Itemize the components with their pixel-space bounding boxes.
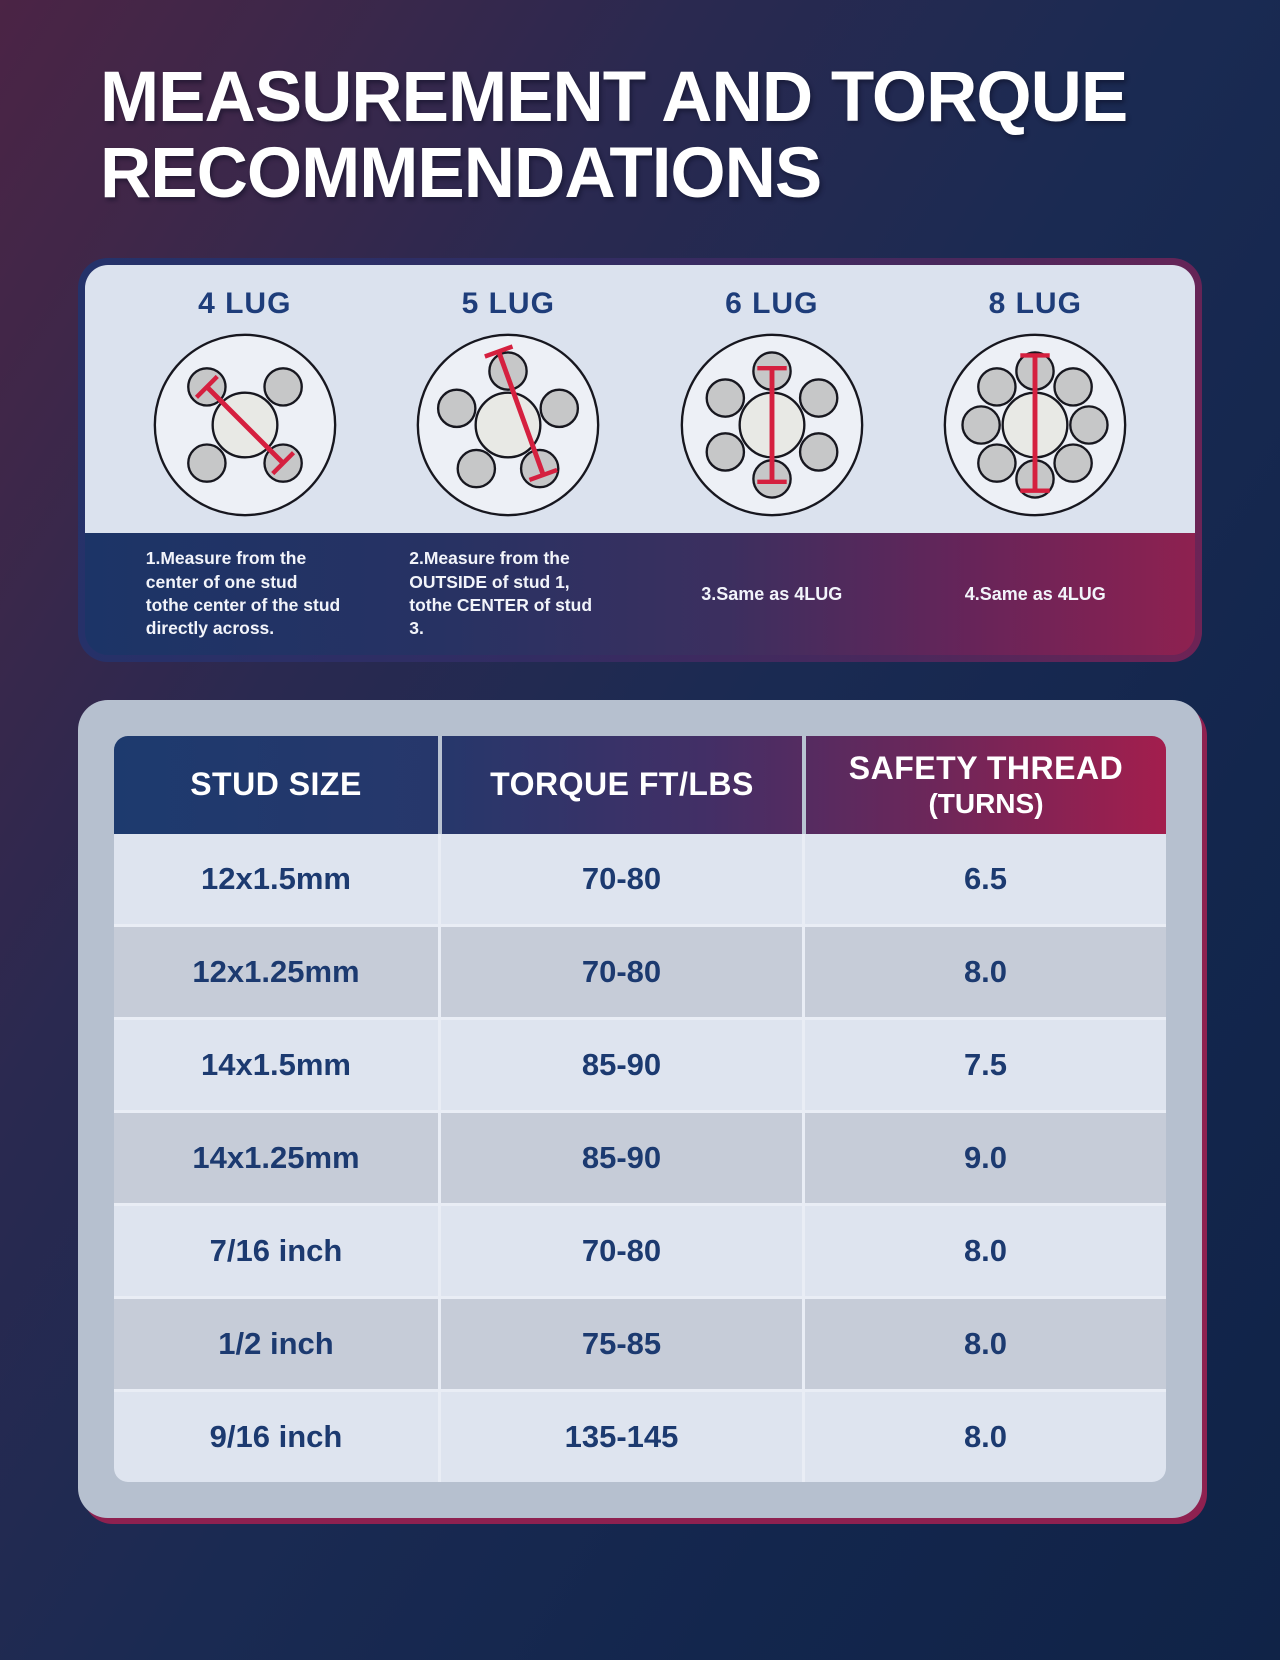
stud	[798, 432, 839, 472]
header-label: SAFETY THREAD	[848, 749, 1124, 786]
stud	[1053, 443, 1094, 483]
column-header-safety-thread: SAFETY THREAD (TURNS)	[802, 735, 1166, 834]
page-title-line1: MEASUREMENT AND TORQUE	[100, 58, 1128, 137]
safety-thread-cell: 8.0	[802, 1391, 1166, 1482]
infographic-page: MEASUREMENT AND TORQUE RECOMMENDATIONS 4…	[0, 60, 1280, 1518]
wheel-8-lug: 8 LUG	[904, 279, 1168, 523]
measurement-notes-band: 1.Measure from the center of one stud to…	[85, 532, 1195, 655]
measurement-note-text: 4.Same as 4LUG	[964, 583, 1106, 604]
torque-cell: 70-80	[438, 1205, 802, 1296]
wheel-6-lug: 6 LUG	[640, 279, 904, 523]
table-row: 12x1.25mm 70-80 8.0	[114, 923, 1166, 1017]
torque-table: STUD SIZE TORQUE FT/LBS SAFETY THREAD (TURN…	[114, 735, 1166, 1482]
safety-thread-cell: 6.5	[802, 833, 1166, 924]
table-header-row: STUD SIZE TORQUE FT/LBS SAFETY THREAD (TURN…	[114, 735, 1166, 834]
stud	[961, 405, 1002, 445]
lug-count-label: 5 LUG	[461, 286, 555, 320]
table-row: 14x1.5mm 85-90 7.5	[114, 1016, 1166, 1110]
stud	[705, 432, 745, 472]
table-row: 1/2 inch 75-85 8.0	[114, 1295, 1166, 1389]
6-lug-wheel-diagram	[680, 333, 864, 517]
torque-cell: 85-90	[438, 1019, 802, 1110]
lug-count-label: 8 LUG	[988, 286, 1082, 320]
page-title: MEASUREMENT AND TORQUE RECOMMENDATIONS	[100, 60, 1280, 212]
measurement-note-text: 1.Measure from the center of one stud to…	[145, 548, 341, 639]
stud-size-cell: 9/16 inch	[209, 1418, 343, 1454]
stud	[263, 367, 303, 407]
stud	[186, 443, 227, 483]
lug-count-label: 6 LUG	[725, 286, 819, 320]
safety-thread-cell: 8.0	[802, 1205, 1166, 1296]
stud-size-cell: 1/2 inch	[218, 1325, 334, 1361]
measurement-note-text: 3.Same as 4LUG	[701, 583, 843, 604]
measurement-note: 1.Measure from the center of one stud to…	[113, 533, 377, 655]
wheel-diagrams-row: 4 LUG 5 LUG 6 LUG 8 LUG	[85, 264, 1195, 533]
measure-tick	[270, 451, 295, 476]
safety-thread-cell: 8.0	[802, 926, 1166, 1017]
table-body: 12x1.5mm 70-80 6.5 12x1.25mm 70-80 8.0 14x1.5m…	[114, 833, 1166, 1482]
table-row: 7/16 inch 70-80 8.0	[114, 1202, 1166, 1296]
wheel-4-lug: 4 LUG	[113, 279, 377, 523]
stud	[705, 378, 745, 418]
safety-thread-cell: 9.0	[802, 1112, 1166, 1203]
measure-tick	[528, 467, 559, 482]
stud	[1053, 367, 1094, 407]
stud	[798, 378, 839, 418]
stud	[977, 443, 1017, 483]
stud	[456, 448, 497, 489]
stud	[1069, 405, 1109, 445]
measurement-note: 3.Same as 4LUG	[640, 533, 904, 655]
table-row: 12x1.5mm 70-80 6.5	[114, 833, 1166, 924]
safety-thread-cell: 7.5	[802, 1019, 1166, 1110]
stud	[977, 367, 1017, 407]
4-lug-wheel-diagram	[153, 333, 337, 517]
header-label: STUD SIZE	[190, 766, 362, 803]
measure-tick	[194, 374, 219, 399]
5-lug-wheel-diagram	[416, 333, 600, 517]
measurement-note-text: 2.Measure from the OUTSIDE of stud 1, to…	[409, 548, 593, 639]
measure-line	[496, 350, 546, 476]
measurement-note: 2.Measure from the OUTSIDE of stud 1, to…	[377, 533, 641, 655]
measure-tick	[484, 344, 514, 359]
table-row: 9/16 inch 135-145 8.0	[114, 1388, 1166, 1482]
8-lug-wheel-diagram	[943, 333, 1127, 517]
table-row: 14x1.25mm 85-90 9.0	[114, 1109, 1166, 1203]
column-header-stud-size: STUD SIZE	[114, 736, 438, 834]
lug-measurement-panel: 4 LUG 5 LUG 6 LUG 8 LUG 1.Measure from the …	[78, 257, 1202, 662]
measure-line	[204, 385, 285, 465]
stud-size-cell: 12x1.5mm	[201, 860, 351, 896]
torque-cell: 75-85	[438, 1298, 802, 1389]
torque-cell: 85-90	[438, 1112, 802, 1203]
page-title-line2: RECOMMENDATIONS	[100, 133, 822, 213]
stud	[539, 388, 580, 429]
stud-size-cell: 14x1.25mm	[192, 1139, 360, 1175]
column-header-torque: TORQUE FT/LBS	[438, 735, 802, 834]
wheel-5-lug: 5 LUG	[377, 279, 641, 523]
header-sub-label: (TURNS)	[928, 787, 1044, 819]
lug-count-label: 4 LUG	[198, 286, 292, 320]
safety-thread-cell: 8.0	[802, 1298, 1166, 1389]
torque-cell: 70-80	[438, 833, 802, 924]
measurement-note: 4.Same as 4LUG	[904, 533, 1168, 655]
header-label: TORQUE FT/LBS	[490, 766, 754, 803]
stud-size-cell: 7/16 inch	[209, 1232, 343, 1268]
torque-cell: 135-145	[438, 1391, 802, 1482]
stud	[437, 388, 477, 429]
torque-cell: 70-80	[438, 926, 802, 1017]
torque-table-card: STUD SIZE TORQUE FT/LBS SAFETY THREAD (TURN…	[78, 699, 1202, 1518]
lug-measurement-panel-inner: 4 LUG 5 LUG 6 LUG 8 LUG 1.Measure from the …	[85, 264, 1195, 655]
stud-size-cell: 14x1.5mm	[201, 1046, 351, 1082]
stud-size-cell: 12x1.25mm	[192, 953, 360, 989]
